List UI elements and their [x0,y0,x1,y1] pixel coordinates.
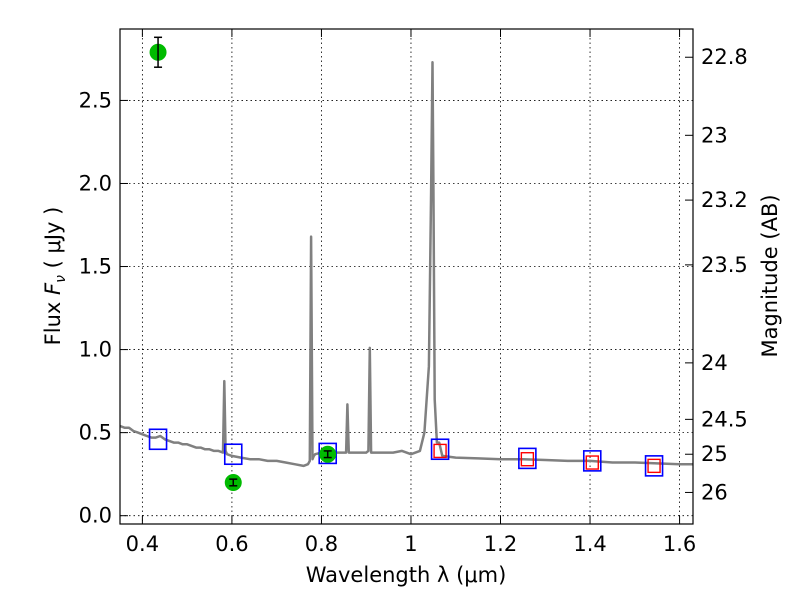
right-tick-label: 23.2 [701,188,748,212]
right-tick-label: 24.5 [701,407,748,431]
grid-lines [120,29,693,524]
y-tick-label: 0.0 [79,504,112,528]
right-tick-label: 26 [701,480,728,504]
right-tick-label: 23.5 [701,253,748,277]
right-tick-label: 25 [701,442,728,466]
observed-limit-marker [520,452,535,467]
right-tick-label: 22.8 [701,45,748,69]
y-tick-label: 1.5 [79,255,112,279]
observed-limit-marker [585,455,599,470]
y-axis-label-right: Magnitude (AB) [758,194,782,357]
y-label-prefix: Flux [41,295,65,345]
plot-frame [119,28,694,525]
spectrum-layer [119,60,693,468]
x-axis-label: Wavelength λ (μm) [306,563,507,587]
axis-ticks: 0.4 0.6 0.8 1 1.2 1.4 1.6 0.0 0.5 1.0 1.5 2.0 2.5 22.… [79,29,748,556]
spectrum-line [119,60,693,468]
model-flux-marker [582,450,602,472]
x-tick-label: 0.6 [215,532,248,556]
x-tick-label: 0.4 [126,532,159,556]
x-tick-label: 1.2 [484,532,517,556]
x-tick-label: 1.4 [573,532,606,556]
model-flux-marker [518,447,537,470]
model-flux-marker [430,438,450,461]
x-tick-label: 1.6 [663,532,696,556]
x-tick-label: 1 [404,532,417,556]
x-tick-label: 0.8 [305,532,338,556]
y-label-subscript: ν [53,275,69,283]
photometry-layer [148,36,664,491]
model-flux-marker [318,442,338,465]
observed-limit-marker [647,458,661,474]
right-tick-label: 23 [701,123,728,147]
y-tick-label: 2.0 [79,171,112,195]
right-tick-label: 24 [701,351,728,375]
y-axis-label-left: Flux Fν ( μJy ) [41,207,69,346]
model-flux-marker [148,428,168,451]
y-label-symbol: F [41,282,65,295]
y-tick-label: 0.5 [79,421,112,445]
model-flux-marker [223,443,243,466]
y-label-suffix: ( μJy ) [41,207,65,275]
model-flux-marker [644,455,664,477]
y-tick-label: 1.0 [79,338,112,362]
y-tick-label: 2.5 [79,88,112,112]
observed-limit-marker [433,443,447,459]
